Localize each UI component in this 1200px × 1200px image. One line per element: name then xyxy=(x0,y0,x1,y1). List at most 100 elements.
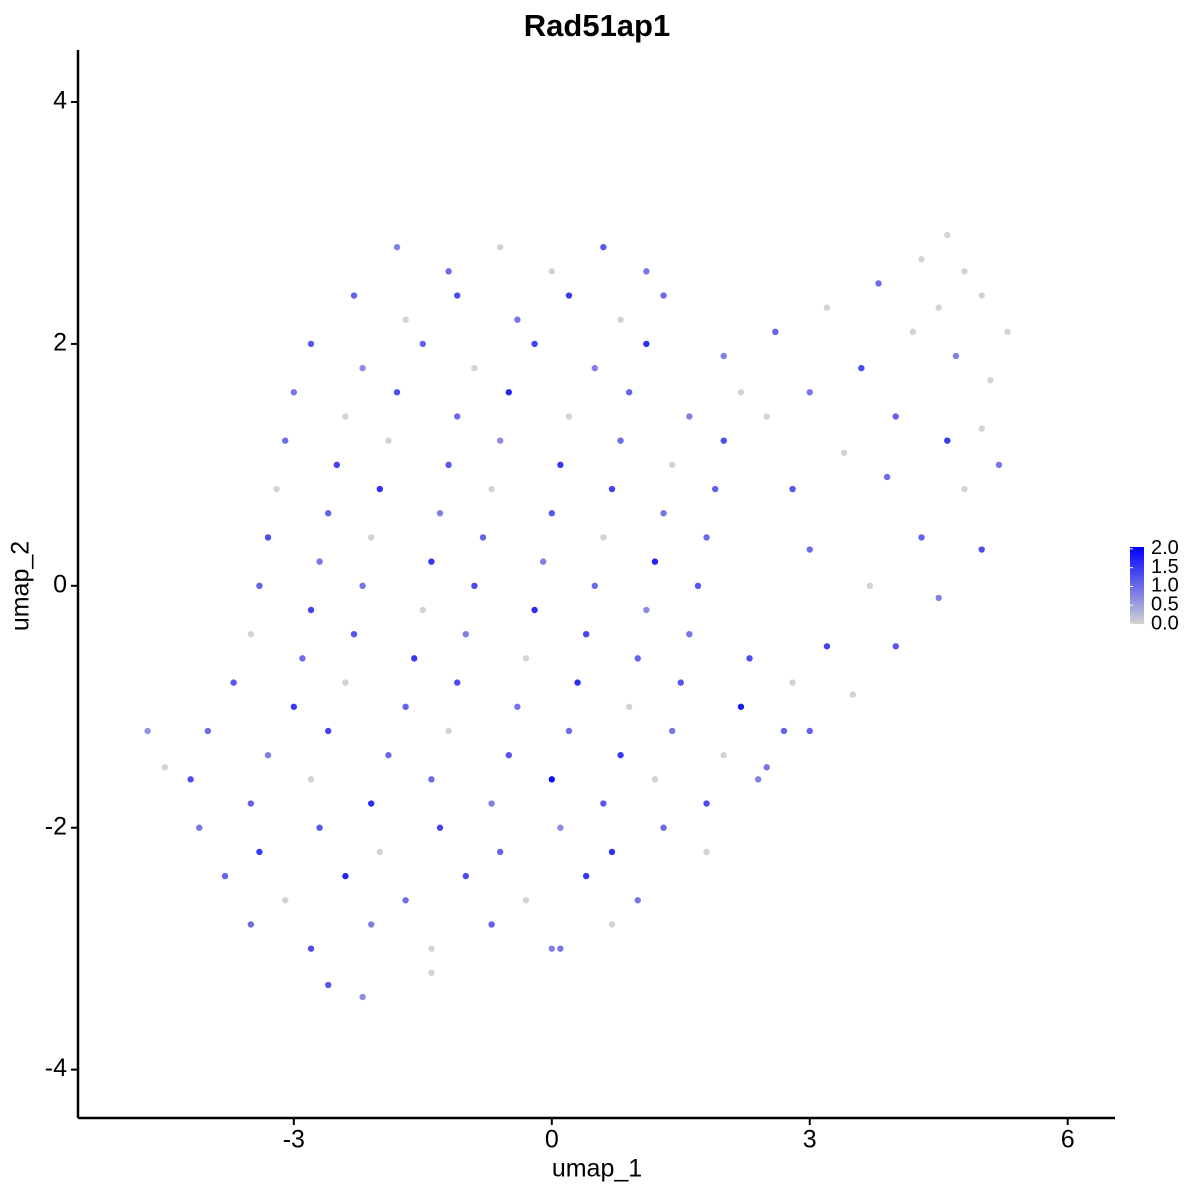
point xyxy=(944,437,951,444)
point xyxy=(660,510,667,517)
x-tick-label: -3 xyxy=(283,1126,305,1154)
x-axis-title: umap_1 xyxy=(552,1155,642,1183)
y-tick-label: 0 xyxy=(53,570,67,598)
point xyxy=(368,534,375,541)
point xyxy=(565,413,573,420)
point xyxy=(617,437,624,444)
point xyxy=(703,848,710,856)
y-axis-title: umap_2 xyxy=(7,541,35,631)
point xyxy=(651,776,659,783)
point xyxy=(823,304,831,311)
point xyxy=(909,328,917,336)
point xyxy=(806,727,813,735)
point xyxy=(428,776,435,783)
point xyxy=(230,679,237,686)
point xyxy=(961,485,968,493)
point xyxy=(711,485,719,493)
y-tick-label: -2 xyxy=(45,812,67,840)
point xyxy=(436,510,444,517)
point xyxy=(780,727,788,735)
point xyxy=(402,703,409,710)
point xyxy=(858,364,865,372)
chart-title: Rad51ap1 xyxy=(524,8,670,43)
point xyxy=(445,268,452,275)
point xyxy=(368,800,375,807)
point xyxy=(754,776,762,783)
colorbar-tick-label: 0.0 xyxy=(1151,612,1179,634)
point xyxy=(505,389,512,396)
y-tick-label: -4 xyxy=(45,1054,67,1082)
point xyxy=(806,389,813,396)
point xyxy=(187,776,194,783)
point xyxy=(548,510,555,517)
point xyxy=(342,413,349,420)
point xyxy=(935,594,942,602)
point xyxy=(256,848,263,856)
point xyxy=(368,921,375,928)
point xyxy=(582,630,590,638)
point xyxy=(944,231,951,239)
point xyxy=(600,800,607,807)
point xyxy=(290,703,298,710)
point xyxy=(522,655,530,662)
point xyxy=(445,727,452,735)
x-tick-label: 6 xyxy=(1061,1126,1075,1154)
point xyxy=(496,243,504,251)
point xyxy=(385,751,392,759)
point xyxy=(634,897,641,904)
point xyxy=(565,727,573,735)
point xyxy=(763,413,770,420)
point xyxy=(307,945,315,952)
point xyxy=(806,546,813,553)
point xyxy=(290,389,298,396)
point xyxy=(402,897,409,904)
point xyxy=(488,485,495,493)
point xyxy=(686,630,693,638)
point xyxy=(600,534,607,541)
point xyxy=(978,546,985,553)
point xyxy=(428,945,435,952)
point xyxy=(703,534,710,541)
point xyxy=(462,872,470,880)
point xyxy=(522,897,530,904)
point xyxy=(582,872,590,880)
point xyxy=(307,340,315,348)
point xyxy=(737,703,745,710)
point xyxy=(686,413,693,420)
point xyxy=(625,389,633,396)
point xyxy=(496,437,504,444)
point xyxy=(393,389,401,396)
point xyxy=(359,364,366,372)
point xyxy=(849,691,856,698)
point xyxy=(445,461,452,469)
point xyxy=(531,606,538,614)
point xyxy=(660,824,667,831)
point xyxy=(918,256,925,263)
point xyxy=(359,582,366,590)
point xyxy=(514,703,521,710)
point xyxy=(625,703,633,710)
point xyxy=(307,776,315,783)
point xyxy=(385,437,392,444)
point xyxy=(694,582,702,590)
point xyxy=(892,643,899,650)
point xyxy=(565,292,573,299)
point xyxy=(316,558,323,565)
point xyxy=(557,945,564,952)
x-tick-label: 3 xyxy=(803,1126,817,1154)
point xyxy=(668,461,676,469)
point xyxy=(660,292,667,299)
point xyxy=(204,727,212,735)
point xyxy=(161,764,169,771)
point xyxy=(196,824,203,831)
point xyxy=(505,751,512,759)
point xyxy=(548,268,555,275)
point xyxy=(462,630,470,638)
point xyxy=(677,679,684,686)
point xyxy=(617,751,624,759)
point xyxy=(488,921,495,928)
point xyxy=(557,461,564,469)
point xyxy=(479,534,487,541)
point xyxy=(883,473,891,481)
